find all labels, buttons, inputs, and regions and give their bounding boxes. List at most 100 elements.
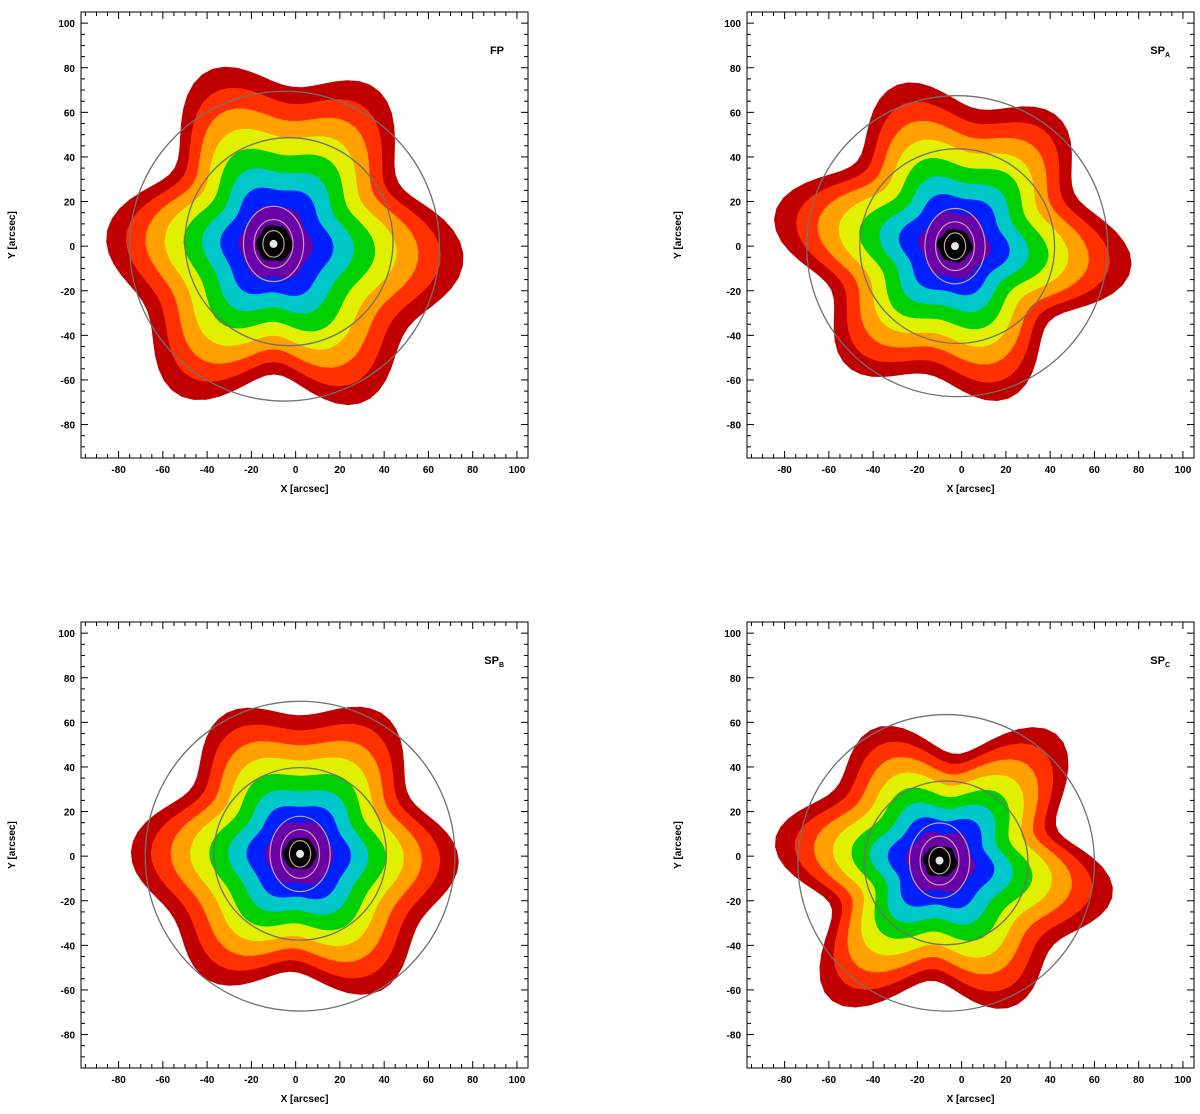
aperture-circle-1	[797, 713, 1096, 1012]
x-tick-label: 20	[334, 465, 346, 476]
y-tick-label: 80	[64, 674, 76, 685]
y-tick-label: -60	[727, 986, 742, 997]
heatmap-area	[130, 700, 459, 1012]
y-tick-label: -20	[61, 287, 76, 298]
x-tick-label: 80	[1133, 1075, 1145, 1086]
x-tick-label: -80	[777, 465, 792, 476]
x-axis-title: X [arcsec]	[947, 1094, 995, 1105]
x-tick-label: 0	[293, 1075, 299, 1086]
inner-contour	[924, 207, 986, 285]
x-tick-label: 60	[1089, 465, 1101, 476]
inner-contour	[919, 835, 960, 886]
y-tick-label: -40	[727, 941, 742, 952]
x-tick-label: 60	[423, 1075, 435, 1086]
inner-contour	[943, 232, 967, 261]
inner-contour	[242, 205, 305, 283]
peak-marker	[951, 242, 960, 251]
x-tick-label: 80	[467, 1075, 479, 1086]
aperture-circle-2	[213, 766, 388, 941]
heatmap-area	[774, 82, 1132, 402]
y-tick-label: -20	[61, 897, 76, 908]
x-tick-label: -60	[822, 465, 837, 476]
y-axis-title: Y [arcsec]	[673, 211, 684, 259]
y-tick-label: 0	[735, 852, 741, 863]
inner-contour	[269, 815, 331, 893]
aperture-circle-2	[863, 780, 1029, 946]
panel-4: -80 -60 -40 -20 0 20 40 60 80 100 -80 -60 -40 -20 0 20 4…	[673, 621, 1195, 1105]
y-axis-title: Y [arcsec]	[7, 821, 18, 869]
y-tick-label: -80	[727, 421, 742, 432]
aperture-circle-1	[806, 95, 1109, 398]
y-tick-label: 40	[730, 763, 742, 774]
y-tick-label: 40	[64, 763, 76, 774]
y-tick-label: -60	[61, 376, 76, 387]
panel-label: SPA	[1150, 45, 1170, 59]
y-tick-label: 100	[58, 629, 75, 640]
panel-label: SPC	[1150, 655, 1170, 669]
y-tick-label: 40	[730, 153, 742, 164]
x-tick-label: -80	[111, 465, 126, 476]
inner-contour	[934, 221, 976, 272]
x-tick-label: 20	[1000, 465, 1012, 476]
y-tick-label: 100	[724, 19, 741, 30]
x-tick-label: 100	[1175, 465, 1192, 476]
x-tick-label: 80	[467, 465, 479, 476]
y-tick-label: -40	[61, 331, 76, 342]
x-tick-label: -40	[866, 1075, 881, 1086]
x-tick-label: 0	[959, 465, 965, 476]
panel-label: FP	[490, 45, 504, 57]
y-tick-label: 20	[64, 808, 76, 819]
panel-label: SPB	[484, 655, 504, 669]
inner-contour	[262, 230, 285, 258]
inner-contour	[288, 840, 312, 868]
x-tick-label: 100	[1175, 1075, 1192, 1086]
x-tick-label: 80	[1133, 465, 1145, 476]
panel-3: -80 -60 -40 -20 0 20 40 60 80 100 -80 -60 -40 -20 0 20 4…	[7, 621, 529, 1105]
x-tick-label: -80	[777, 1075, 792, 1086]
aperture-circle-1	[144, 700, 456, 1012]
x-tick-label: 60	[423, 465, 435, 476]
x-tick-label: -40	[200, 465, 215, 476]
x-tick-label: 20	[334, 1075, 346, 1086]
y-tick-label: 80	[730, 674, 742, 685]
y-tick-label: 60	[64, 718, 76, 729]
inner-contour	[280, 828, 321, 879]
x-axis-title: X [arcsec]	[281, 484, 329, 495]
y-tick-label: -20	[727, 287, 742, 298]
aperture-circle-1	[129, 90, 441, 402]
y-tick-label: 80	[64, 64, 76, 75]
x-tick-label: -20	[244, 1075, 259, 1086]
aperture-circle-2	[184, 137, 394, 347]
y-tick-label: -80	[61, 421, 76, 432]
y-tick-label: -80	[727, 1031, 742, 1042]
panel-2: -80 -60 -40 -20 0 20 40 60 80 100 -80 -60 -40 -20 0 20 4…	[673, 11, 1195, 495]
x-tick-label: -60	[156, 465, 171, 476]
x-tick-label: -40	[866, 465, 881, 476]
x-tick-label: -60	[156, 1075, 171, 1086]
x-tick-label: -20	[244, 465, 259, 476]
y-tick-label: 20	[730, 808, 742, 819]
y-tick-label: 80	[730, 64, 742, 75]
inner-contour	[253, 218, 294, 269]
y-tick-label: 100	[724, 629, 741, 640]
y-axis-title: Y [arcsec]	[7, 211, 18, 259]
y-tick-label: 60	[730, 718, 742, 729]
y-tick-label: 0	[69, 242, 75, 253]
x-axis-title: X [arcsec]	[281, 1094, 329, 1105]
x-tick-label: 100	[509, 465, 526, 476]
y-tick-label: -40	[61, 941, 76, 952]
panel-1: -80 -60 -40 -20 0 20 40 60 80 100 -80 -60 -40 -20 0 20 4…	[7, 11, 529, 495]
x-tick-label: -40	[200, 1075, 215, 1086]
x-tick-label: 100	[509, 1075, 526, 1086]
x-axis-title: X [arcsec]	[947, 484, 995, 495]
y-tick-label: 20	[64, 198, 76, 209]
peak-marker	[935, 856, 944, 865]
x-tick-label: 60	[1089, 1075, 1101, 1086]
aperture-circle-2	[859, 148, 1056, 345]
y-tick-label: 60	[64, 108, 76, 119]
y-tick-label: 40	[64, 153, 76, 164]
x-tick-label: 40	[1045, 1075, 1057, 1086]
y-axis-title: Y [arcsec]	[673, 821, 684, 869]
heatmap-area	[106, 66, 464, 406]
